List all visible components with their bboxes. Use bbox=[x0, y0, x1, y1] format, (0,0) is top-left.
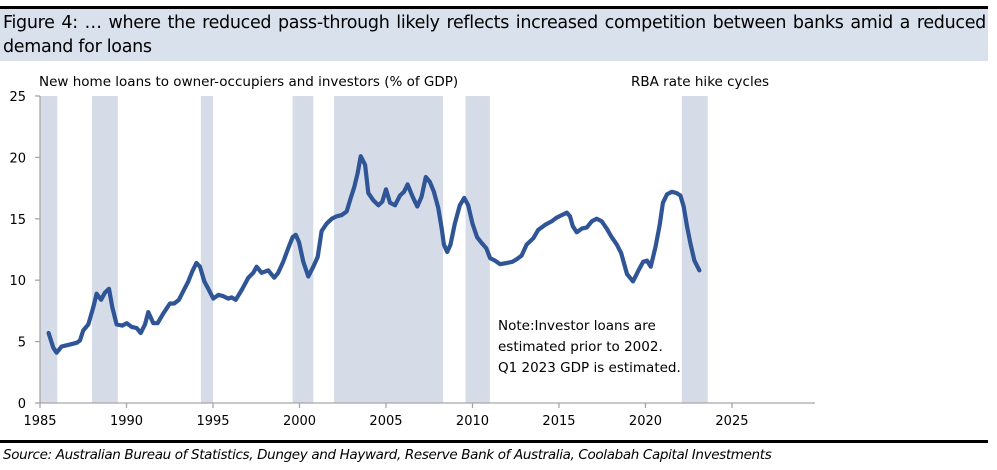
x-tick-label: 2005 bbox=[369, 414, 402, 429]
x-tick-label: 2025 bbox=[715, 414, 748, 429]
series-line-home-loans bbox=[46, 154, 702, 355]
x-tick-label: 1990 bbox=[110, 414, 143, 429]
bottom-rule bbox=[0, 440, 988, 443]
rate-hike-bands bbox=[40, 96, 708, 403]
x-tick-label: 2000 bbox=[283, 414, 316, 429]
rate-hike-band bbox=[334, 96, 444, 403]
y-tick-label: 20 bbox=[9, 151, 26, 166]
y-tick-label: 5 bbox=[18, 336, 26, 351]
line-chart: 1985 1990 1995 2000 2005 2010 2015 2020 2025 051… bbox=[9, 74, 815, 429]
note-box bbox=[491, 309, 681, 379]
note-line-3: Q1 2023 GDP is estimated. bbox=[498, 360, 681, 376]
y-tick-label: 10 bbox=[9, 274, 26, 289]
chart-title: New home loans to owner-occupiers and in… bbox=[39, 74, 458, 90]
rate-hike-band bbox=[200, 96, 213, 403]
x-axis-ticks: 1985 1990 1995 2000 2005 2010 2015 2020 2025 bbox=[23, 403, 749, 429]
note-line-2: estimated prior to 2002. bbox=[498, 339, 663, 355]
rate-hike-band bbox=[91, 96, 118, 403]
bands-label: RBA rate hike cycles bbox=[631, 74, 769, 90]
x-tick-label: 2020 bbox=[629, 414, 662, 429]
x-tick-label: 1985 bbox=[23, 414, 56, 429]
y-tick-label: 25 bbox=[9, 90, 26, 105]
rate-hike-band bbox=[681, 96, 708, 403]
rate-hike-band bbox=[40, 96, 58, 403]
figure-title: Figure 4: … where the reduced pass-throu… bbox=[3, 13, 986, 57]
y-tick-label: 0 bbox=[18, 397, 26, 412]
top-rule bbox=[0, 6, 988, 9]
figure-header bbox=[0, 9, 988, 61]
y-tick-label: 15 bbox=[9, 213, 26, 228]
x-tick-label: 2015 bbox=[542, 414, 575, 429]
y-axis-ticks: 0 5 10 15 20 25 bbox=[9, 90, 40, 412]
axes bbox=[39, 96, 815, 404]
x-tick-label: 2010 bbox=[456, 414, 489, 429]
source-note: Source: Australian Bureau of Statistics,… bbox=[3, 447, 772, 463]
x-tick-label: 1995 bbox=[196, 414, 229, 429]
rate-hike-band bbox=[292, 96, 314, 403]
note-line-1: Note:Investor loans are bbox=[498, 318, 656, 334]
